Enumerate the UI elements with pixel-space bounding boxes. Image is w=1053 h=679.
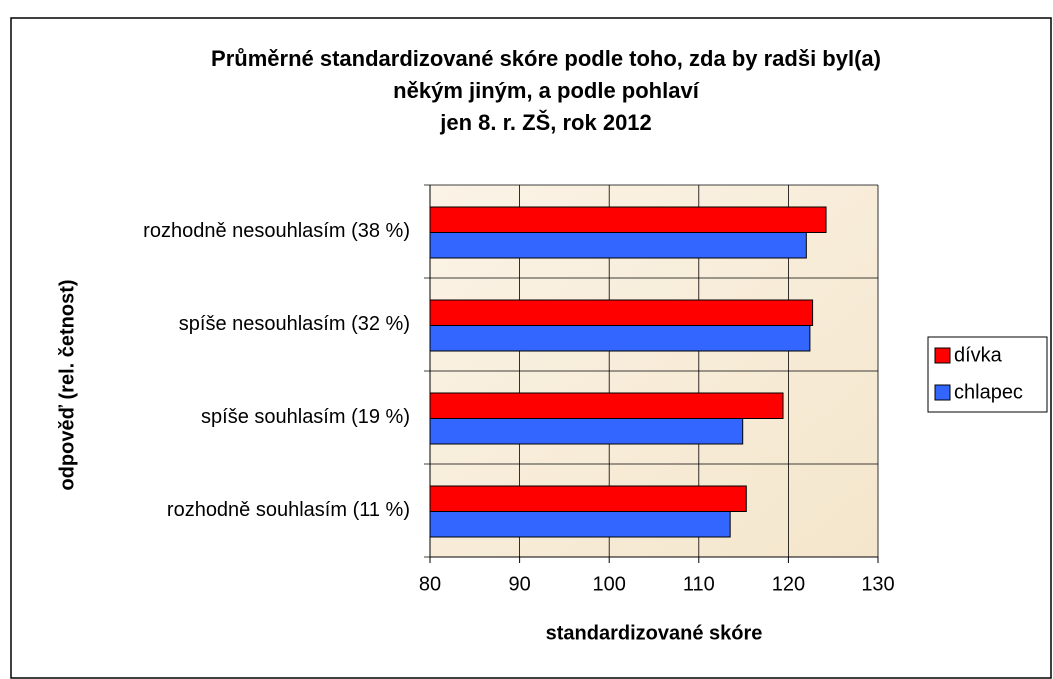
legend-swatch (934, 347, 951, 364)
chart-title: někým jiným, a podle pohlaví (393, 78, 700, 103)
bar (429, 418, 744, 445)
bar (429, 511, 731, 538)
legend-label: dívka (954, 344, 1003, 366)
y-tick-label: spíše souhlasím (19 %) (201, 406, 410, 428)
bar (429, 392, 784, 419)
legend-label: chlapec (954, 381, 1023, 403)
x-tick-label: 110 (683, 573, 715, 595)
x-tick-label: 120 (772, 573, 805, 595)
chart-title: jen 8. r. ZŠ, rok 2012 (439, 110, 652, 135)
bar (429, 232, 807, 259)
y-tick-label: spíše nesouhlasím (32 %) (179, 313, 410, 335)
y-tick-label: rozhodně souhlasím (11 %) (167, 499, 410, 521)
x-tick-label: 90 (508, 573, 530, 595)
legend-swatch (934, 384, 951, 401)
x-tick-label: 100 (593, 573, 626, 595)
chart-title: Průměrné standardizované skóre podle toh… (211, 46, 881, 71)
y-tick-label: rozhodně nesouhlasím (38 %) (143, 220, 410, 242)
x-tick-label: 130 (861, 573, 894, 595)
x-axis-label: standardizované skóre (546, 622, 763, 644)
x-tick-label: 80 (419, 573, 441, 595)
bar (429, 299, 814, 326)
bar (429, 206, 827, 233)
y-axis-label: odpověď (rel. četnost) (56, 279, 78, 490)
bar (429, 325, 811, 352)
bar (429, 485, 747, 512)
